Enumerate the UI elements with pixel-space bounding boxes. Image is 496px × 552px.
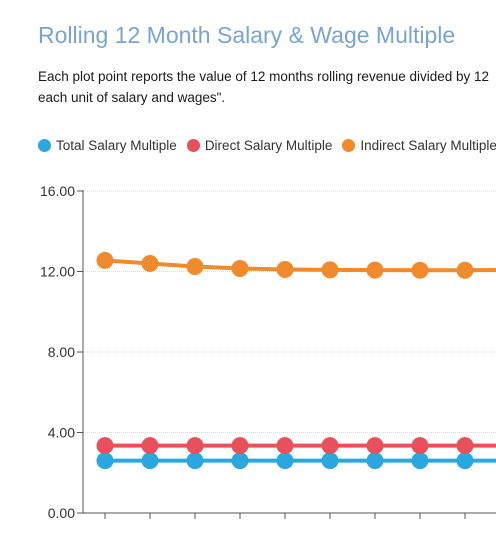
series-2-point-5 — [321, 261, 339, 279]
y-tick-label-2: 8.00 — [48, 344, 75, 360]
series-0-point-4 — [276, 452, 294, 470]
legend-item-total[interactable]: Total Salary Multiple — [38, 138, 177, 153]
y-tick-label-1: 4.00 — [48, 425, 75, 441]
y-tick-label-4: 16.00 — [40, 183, 75, 199]
series-2-point-6 — [366, 261, 384, 279]
series-2-point-8 — [456, 261, 474, 279]
series-1-point-3 — [231, 437, 249, 455]
description-line-2: each unit of salary and wages". — [38, 90, 226, 105]
series-1-point-4 — [276, 437, 294, 455]
series-2-point-1 — [141, 254, 159, 272]
series-line-2 — [104, 258, 496, 273]
series-0-point-5 — [321, 452, 339, 470]
chart-description: Each plot point reports the value of 12 … — [38, 66, 496, 108]
series-1-point-1 — [141, 437, 159, 455]
y-tick-label-3: 12.00 — [40, 264, 75, 280]
legend-item-direct[interactable]: Direct Salary Multiple — [186, 138, 333, 153]
description-line-1: Each plot point reports the value of 12 … — [38, 69, 490, 84]
series-0-point-8 — [456, 452, 474, 470]
series-2-point-4 — [276, 260, 294, 278]
series-2-point-3 — [231, 259, 249, 277]
legend-label-total: Total Salary Multiple — [56, 138, 177, 153]
series-2-point-2 — [186, 257, 204, 275]
series-0-point-0 — [96, 452, 114, 470]
series-2-point-7 — [411, 261, 429, 279]
series-0-point-2 — [186, 452, 204, 470]
legend-dot-direct — [186, 139, 200, 152]
series-1-point-6 — [366, 437, 384, 455]
legend-label-direct: Direct Salary Multiple — [204, 138, 333, 153]
series-2-point-0 — [96, 251, 114, 269]
chart-legend: Total Salary Multiple Direct Salary Mult… — [38, 138, 496, 153]
series-1-point-5 — [321, 437, 339, 455]
legend-label-indirect: Indirect Salary Multiple — [360, 138, 496, 153]
series-1-point-2 — [186, 437, 204, 455]
series-0-point-3 — [231, 452, 249, 470]
y-tick-label-0: 0.00 — [48, 505, 75, 521]
series-0-point-7 — [411, 452, 429, 470]
series-0-point-1 — [141, 452, 159, 470]
series-1-point-7 — [411, 437, 429, 455]
series-0-point-6 — [366, 452, 384, 470]
series-1-point-8 — [456, 437, 474, 455]
chart-title: Rolling 12 Month Salary & Wage Multiple — [38, 22, 456, 48]
legend-dot-total — [38, 139, 51, 152]
legend-dot-indirect — [342, 139, 356, 152]
series-1-point-0 — [96, 437, 114, 455]
legend-item-indirect[interactable]: Indirect Salary Multiple — [342, 138, 496, 153]
